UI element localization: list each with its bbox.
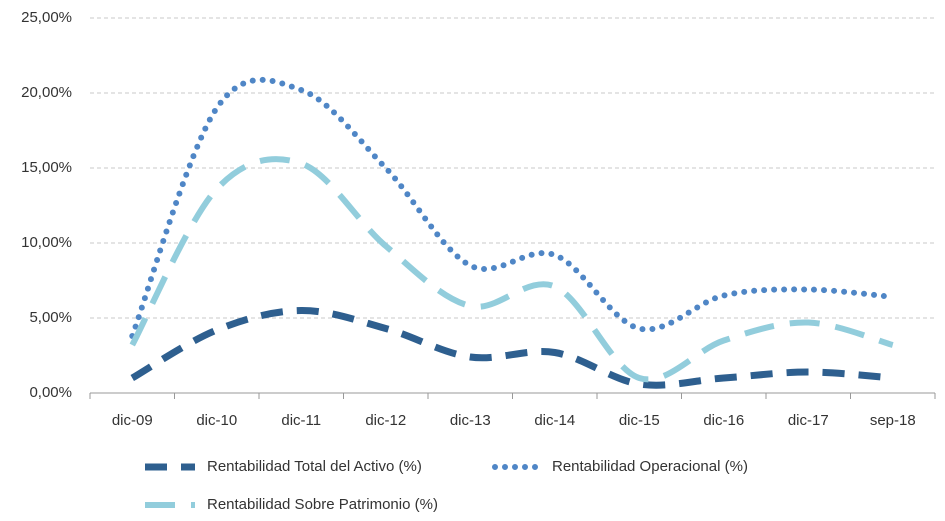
y-tick-label: 15,00% — [21, 159, 72, 176]
x-tick-label: dic-09 — [112, 412, 153, 429]
y-tick-label: 10,00% — [21, 234, 72, 251]
y-tick-label: 5,00% — [29, 309, 72, 326]
legend-label: Rentabilidad Operacional (%) — [552, 458, 748, 475]
y-tick-label: 0,00% — [29, 384, 72, 401]
y-tick-label: 20,00% — [21, 84, 72, 101]
x-tick-label: dic-17 — [788, 412, 829, 429]
x-tick-label: dic-15 — [619, 412, 660, 429]
legend-label: Rentabilidad Total del Activo (%) — [207, 458, 422, 475]
x-tick-label: dic-10 — [196, 412, 237, 429]
line — [129, 76, 896, 339]
x-tick-label: dic-12 — [365, 412, 406, 429]
x-tick-label: dic-13 — [450, 412, 491, 429]
legend-label: Rentabilidad Sobre Patrimonio (%) — [207, 496, 438, 513]
x-tick-label: dic-14 — [534, 412, 575, 429]
line — [129, 156, 894, 383]
x-tick-label: sep-18 — [870, 412, 916, 429]
x-tick-label: dic-11 — [281, 412, 321, 429]
y-tick-label: 25,00% — [21, 9, 72, 26]
x-tick-label: dic-16 — [703, 412, 744, 429]
line — [130, 306, 893, 389]
